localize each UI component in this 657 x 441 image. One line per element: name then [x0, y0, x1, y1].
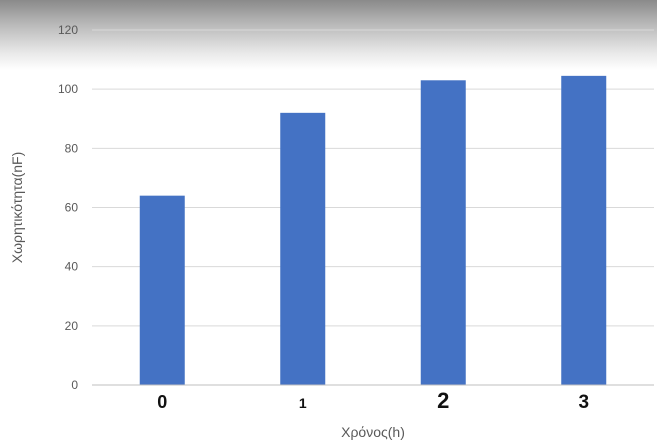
x-tick-label-0: 0 — [157, 392, 167, 412]
x-tick-label-2: 2 — [437, 388, 449, 413]
x-tick-label-3: 3 — [578, 392, 589, 413]
y-axis-title: Χωρητικότητα(nF) — [9, 152, 25, 263]
bar-1 — [280, 112, 326, 385]
top-shading — [0, 0, 657, 70]
bar-0 — [139, 195, 185, 385]
y-tick-label-60: 60 — [65, 201, 79, 215]
bar-3 — [561, 75, 607, 386]
y-tick-label-40: 40 — [65, 260, 79, 274]
y-tick-label-80: 80 — [65, 141, 79, 155]
y-tick-label-120: 120 — [58, 23, 78, 37]
bars — [139, 75, 607, 386]
gridlines — [92, 29, 654, 327]
x-category-labels: 0 1 2 3 — [157, 388, 589, 413]
x-axis-title: Χρόνος(h) — [341, 424, 405, 440]
y-tick-label-20: 20 — [65, 319, 79, 333]
y-tick-labels: 0 20 40 60 80 100 120 — [58, 23, 78, 392]
bar-2 — [420, 80, 466, 386]
y-tick-label-100: 100 — [58, 82, 78, 96]
x-tick-label-1: 1 — [299, 395, 307, 411]
y-tick-label-0: 0 — [71, 378, 78, 392]
